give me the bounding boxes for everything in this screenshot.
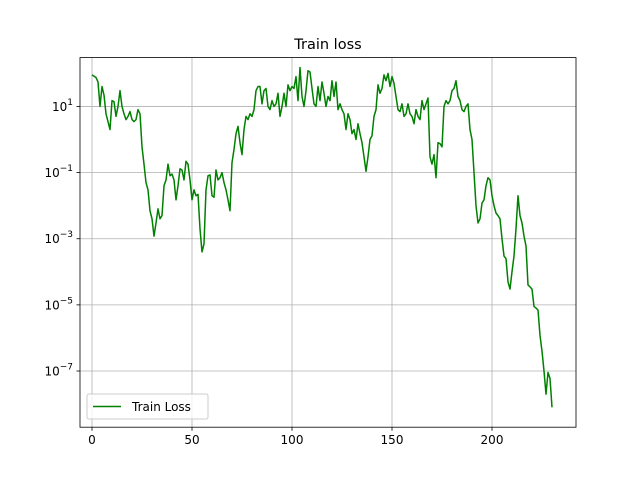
x-tick-label: 50 xyxy=(184,433,199,447)
y-tick-label: 10−1 xyxy=(44,164,73,180)
y-tick-label-base: 10 xyxy=(52,100,67,114)
x-tick-label: 150 xyxy=(381,433,404,447)
y-tick-label-base: 10 xyxy=(44,298,59,312)
x-tick-label: 0 xyxy=(88,433,96,447)
legend-box xyxy=(86,393,209,420)
legend: Train Loss xyxy=(86,393,209,420)
y-tick-label-exponent: 1 xyxy=(67,98,73,108)
legend-label: Train Loss xyxy=(131,400,191,414)
y-tick-label-base: 10 xyxy=(44,166,59,180)
x-tick-label: 100 xyxy=(281,433,304,447)
y-tick-label-exponent: −3 xyxy=(60,230,73,240)
y-tick-label-base: 10 xyxy=(44,365,59,379)
x-tick-label: 200 xyxy=(481,433,504,447)
chart-title: Train loss xyxy=(293,37,361,53)
x-axis: 0 50 100 150 200 xyxy=(88,427,503,447)
grid xyxy=(80,57,576,428)
y-tick-label-exponent: −7 xyxy=(60,363,73,373)
y-tick-label-exponent: −1 xyxy=(60,164,73,174)
y-tick-label: 101 xyxy=(52,98,73,114)
y-tick-label-base: 10 xyxy=(44,232,59,246)
y-tick-label: 10−3 xyxy=(44,230,73,246)
plot-area-frame xyxy=(79,57,577,428)
y-tick-label: 10−5 xyxy=(44,296,73,312)
y-tick-label: 10−7 xyxy=(44,363,73,379)
y-tick-label-exponent: −5 xyxy=(60,296,73,306)
series-line-train-loss xyxy=(91,66,553,408)
